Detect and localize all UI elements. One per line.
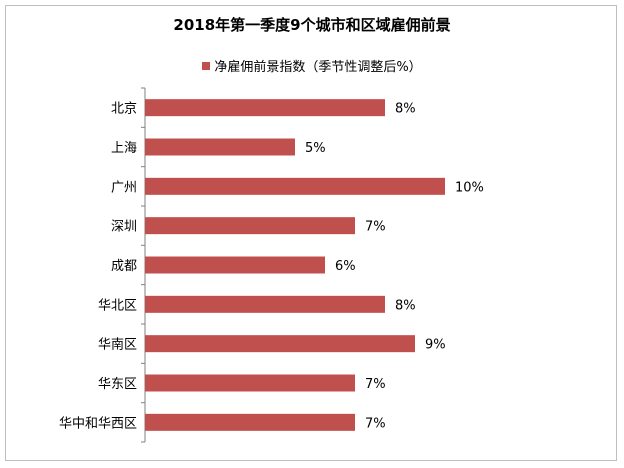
category-label: 深圳 — [111, 220, 137, 235]
chart-legend: 净雇佣前景指数（季节性调整后%） — [0, 56, 624, 75]
category-label: 华中和华西区 — [59, 416, 137, 431]
data-label: 9% — [425, 338, 446, 353]
bar — [145, 413, 355, 431]
data-label: 8% — [395, 102, 416, 117]
bar — [145, 335, 415, 353]
data-label: 8% — [395, 298, 416, 313]
bar — [145, 177, 445, 195]
category-label: 上海 — [111, 141, 137, 156]
legend-swatch — [202, 62, 211, 70]
category-label: 华南区 — [98, 337, 137, 353]
data-label: 10% — [455, 180, 484, 195]
bar — [145, 217, 355, 235]
category-label: 北京 — [111, 102, 137, 117]
category-label: 华北区 — [98, 298, 137, 313]
data-label: 7% — [365, 377, 386, 392]
bar — [145, 256, 325, 274]
bar — [145, 99, 385, 117]
data-label: 7% — [365, 416, 386, 431]
category-label: 广州 — [111, 180, 137, 195]
bar — [145, 295, 385, 313]
data-label: 6% — [335, 259, 356, 274]
data-label: 7% — [365, 220, 386, 235]
data-label: 5% — [305, 141, 326, 156]
bar — [145, 138, 295, 156]
legend-label: 净雇佣前景指数（季节性调整后%） — [214, 60, 422, 75]
category-label: 华东区 — [98, 377, 137, 392]
bar — [145, 374, 355, 392]
chart-title: 2018年第一季度9个城市和区域雇佣前景 — [173, 16, 451, 34]
category-label: 成都 — [111, 259, 137, 274]
